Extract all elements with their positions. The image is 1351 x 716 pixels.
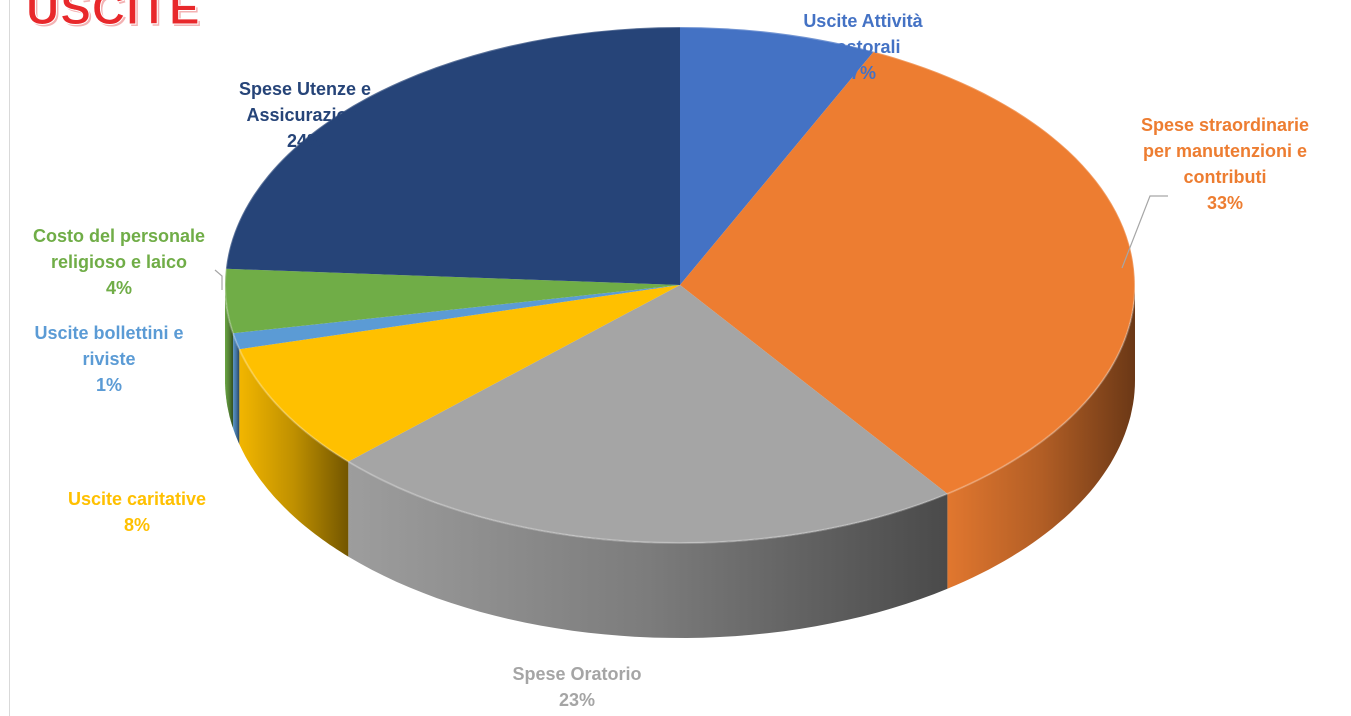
pie-slice-6 bbox=[225, 27, 680, 285]
slice-label-text: Spese Utenze e bbox=[238, 79, 372, 99]
slice-percent: 4% bbox=[105, 278, 133, 298]
pie-side-5 bbox=[225, 285, 234, 429]
pie-rim bbox=[224, 26, 1136, 544]
slice-percent: 8% bbox=[123, 515, 151, 535]
leader-line-1 bbox=[214, 269, 223, 290]
pie-slices bbox=[225, 27, 1135, 543]
slice-label-text: Uscite Attività bbox=[803, 11, 923, 31]
slice-label-text: Spese straordinarie bbox=[1140, 115, 1310, 135]
pie-side-walls bbox=[225, 285, 1135, 638]
slice-label-text: Uscite bollettini e bbox=[34, 323, 184, 343]
pie-side-2 bbox=[348, 461, 948, 638]
slice-label-0: Uscite Attività pastorali 7% bbox=[803, 8, 922, 86]
slice-label-text: Uscite caritative bbox=[67, 489, 207, 509]
slice-label-text: religioso e laico bbox=[50, 252, 188, 272]
pie-slice-1 bbox=[680, 51, 1135, 494]
chart-title: USCITE bbox=[26, 0, 201, 35]
slice-percent: 33% bbox=[1206, 193, 1244, 213]
slice-label-6: Spese Utenze e Assicurazioni 24% bbox=[239, 76, 371, 154]
slice-label-text: riviste bbox=[82, 349, 136, 369]
pie-slice-3 bbox=[239, 285, 681, 462]
slice-label-1: Spese straordinarie per manutenzioni e con… bbox=[1141, 112, 1309, 216]
pie-slice-4 bbox=[233, 285, 680, 350]
slice-percent: 7% bbox=[849, 63, 876, 83]
slice-percent: 1% bbox=[95, 375, 122, 395]
slice-label-text: contributi bbox=[1183, 167, 1267, 187]
slice-label-5: Costo del personale religioso e laico 4% bbox=[33, 223, 205, 301]
pie-slice-5 bbox=[225, 268, 680, 334]
frame-border bbox=[9, 0, 10, 716]
slice-label-text: Costo del personale bbox=[32, 226, 206, 246]
pie-slice-0 bbox=[680, 27, 874, 285]
slice-label-text: per manutenzioni e bbox=[1142, 141, 1308, 161]
slice-label-text: Spese Oratorio bbox=[512, 664, 642, 684]
slice-label-text: Assicurazioni bbox=[246, 105, 364, 125]
slice-percent: 24% bbox=[286, 131, 324, 151]
pie-side-1 bbox=[947, 285, 1135, 589]
slice-label-text: pastorali bbox=[825, 37, 901, 57]
slice-label-4: Uscite bollettini e riviste 1% bbox=[34, 320, 183, 398]
pie-slice-2 bbox=[348, 285, 948, 543]
pie-side-3 bbox=[239, 349, 349, 557]
leader-line-0 bbox=[1121, 195, 1168, 269]
pie-side-4 bbox=[233, 333, 240, 445]
slice-percent: 23% bbox=[558, 690, 596, 710]
slice-label-3: Uscite caritative 8% bbox=[68, 486, 206, 538]
slice-label-2: Spese Oratorio 23% bbox=[512, 661, 641, 713]
